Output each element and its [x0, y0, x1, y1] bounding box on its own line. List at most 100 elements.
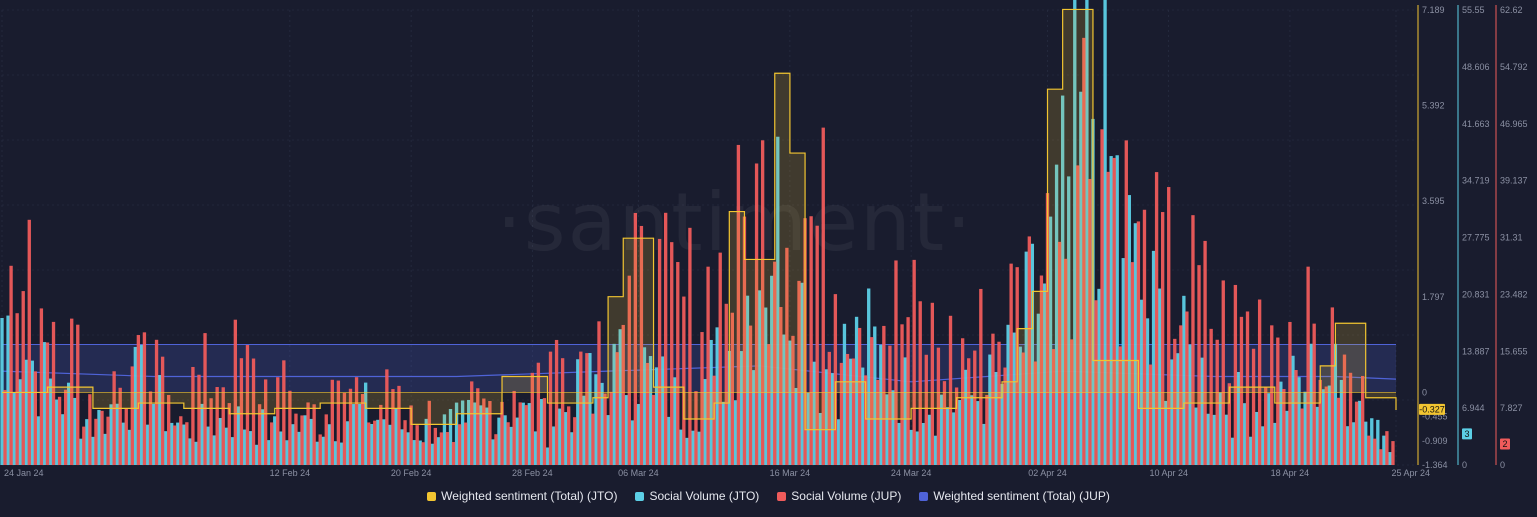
jto-social-bar	[1267, 393, 1271, 465]
jto-social-bar	[24, 359, 28, 465]
jto-social-bar	[1018, 346, 1022, 465]
jto-social-bar	[727, 350, 731, 465]
jto-social-bar	[1182, 295, 1186, 465]
y-tick-label: 0	[1462, 460, 1467, 470]
legend-label: Weighted sentiment (Total) (JUP)	[933, 489, 1110, 503]
jto-social-bar	[503, 415, 507, 465]
jto-social-bar	[1194, 407, 1198, 465]
jup-social-bar	[767, 344, 771, 465]
jup-social-bar	[530, 372, 534, 465]
jto-social-bar	[260, 409, 265, 465]
jup-social-bar	[700, 332, 704, 465]
y-tick-label: -1.364	[1422, 460, 1448, 470]
jto-social-bar	[145, 424, 150, 465]
jup-social-bar	[1233, 284, 1238, 465]
jto-social-bar	[1345, 426, 1350, 465]
jup-social-bar	[651, 394, 656, 465]
jto-social-bar	[782, 334, 786, 465]
jup-social-bar	[900, 324, 904, 465]
jto-social-bar	[527, 403, 531, 465]
jup-social-bar	[118, 387, 122, 465]
jto-social-bar	[448, 408, 453, 465]
jup-social-bar	[1051, 349, 1056, 465]
jup-social-bar	[1354, 401, 1359, 465]
jto-social-bar	[588, 353, 592, 465]
jup-social-bar	[1221, 280, 1225, 465]
jto-social-bar	[703, 379, 707, 465]
jup-social-bar	[918, 301, 922, 465]
jto-social-bar	[897, 422, 901, 465]
jup-social-bar	[573, 417, 577, 465]
legend-item[interactable]: Social Volume (JTO)	[635, 489, 759, 503]
jup-social-bar	[1130, 262, 1135, 465]
jup-social-bar	[954, 387, 959, 465]
jto-social-bar	[370, 423, 374, 465]
jup-social-bar	[154, 339, 159, 465]
jup-social-bar	[554, 339, 559, 465]
jto-social-bar	[188, 438, 192, 465]
jto-social-bar	[212, 435, 216, 465]
jto-social-bar	[1176, 353, 1180, 465]
jup-social-bar	[445, 432, 450, 465]
y-tick-label: 6.944	[1462, 403, 1485, 413]
jto-social-bar	[1054, 164, 1059, 466]
jto-social-bar	[430, 443, 434, 465]
jto-social-bar	[939, 394, 944, 465]
jup-social-bar	[1057, 241, 1062, 465]
jto-social-bar	[648, 356, 653, 465]
jto-social-bar	[103, 433, 107, 465]
jto-social-bar	[1273, 422, 1277, 465]
jto-social-bar	[1315, 406, 1319, 465]
jto-social-bar	[254, 444, 259, 465]
jto-social-bar	[1224, 414, 1228, 465]
jup-social-bar	[263, 379, 268, 465]
jup-social-bar	[906, 317, 910, 465]
jto-social-bar	[873, 326, 877, 465]
jto-social-bar	[988, 354, 992, 465]
jto-social-bar	[1218, 392, 1222, 465]
jto-social-bar	[1388, 452, 1392, 465]
jup-social-bar	[482, 398, 486, 465]
y-tick-label: 27.775	[1462, 233, 1490, 243]
jto-social-bar	[1079, 91, 1083, 466]
jto-social-bar	[400, 429, 404, 465]
jup-social-bar	[512, 390, 516, 465]
jto-social-bar	[842, 323, 847, 465]
jup-social-bar	[1106, 171, 1110, 465]
jto-social-bar	[127, 429, 131, 465]
jup-social-bar	[591, 413, 595, 465]
jup-social-bar	[1033, 361, 1038, 465]
jup-social-bar	[45, 342, 50, 465]
jto-sentiment-line	[2, 8, 1397, 431]
y-tick-label: -0.909	[1422, 436, 1448, 446]
legend-item[interactable]: Weighted sentiment (Total) (JUP)	[919, 489, 1110, 503]
jup-social-bar	[621, 324, 625, 465]
jto-social-bar	[1303, 391, 1307, 465]
legend-item[interactable]: Social Volume (JUP)	[777, 489, 901, 503]
jup-social-bar	[1391, 441, 1395, 465]
jto-social-bar	[733, 400, 738, 465]
legend-square-icon	[635, 491, 645, 501]
jup-social-bar	[457, 424, 462, 465]
jup-social-bar	[1294, 370, 1298, 465]
jup-social-bar	[33, 371, 38, 465]
jto-social-bar	[915, 431, 919, 465]
jup-social-bar	[142, 332, 147, 465]
jto-social-bar	[345, 421, 350, 465]
jto-social-bar	[848, 358, 853, 465]
jup-social-bar	[306, 402, 310, 465]
x-tick-label: 06 Mar 24	[618, 468, 659, 478]
jup-social-bar	[1306, 266, 1310, 465]
jup-social-bar	[379, 404, 383, 465]
jto-social-bar	[739, 351, 744, 465]
jto-social-bar	[1121, 258, 1125, 465]
jup-social-bar	[1185, 311, 1189, 465]
jup-social-bar	[670, 242, 674, 465]
legend-item[interactable]: Weighted sentiment (Total) (JTO)	[427, 489, 617, 503]
sentiment-current-badge	[1419, 403, 1445, 415]
jup-social-bar	[476, 388, 480, 465]
jto-social-bar	[1248, 436, 1253, 465]
jup-social-bar	[979, 288, 983, 465]
jto-social-bar	[121, 422, 125, 465]
jto-social-bar	[1291, 355, 1295, 465]
